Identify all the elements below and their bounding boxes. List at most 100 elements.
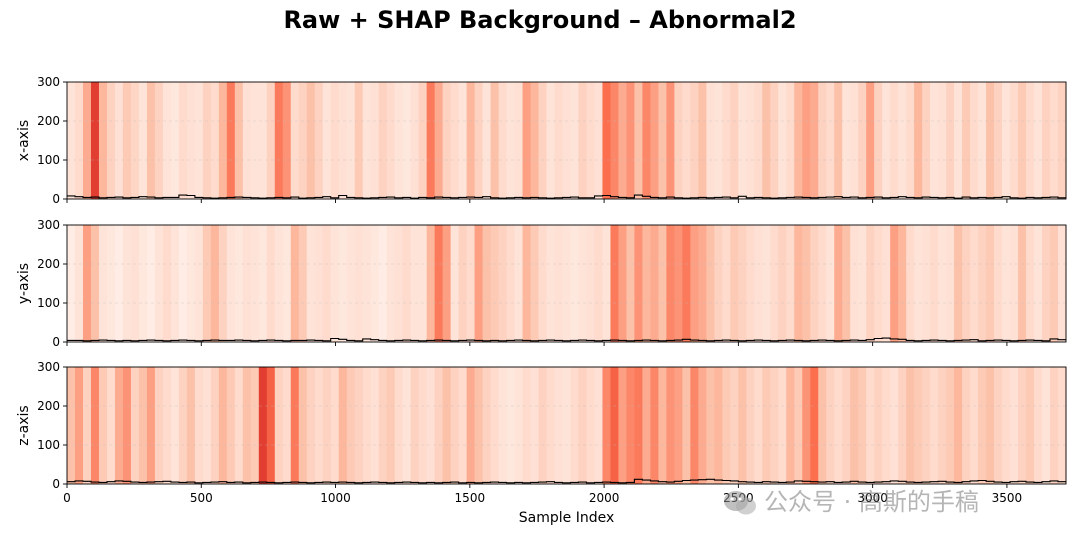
shap-cell xyxy=(690,82,699,199)
shap-cell xyxy=(218,367,228,484)
shap-cell xyxy=(266,82,276,199)
shap-cell xyxy=(250,367,260,484)
shap-cell xyxy=(482,225,492,342)
shap-cell xyxy=(194,367,204,484)
raw-signal-line xyxy=(67,337,1066,342)
shap-cell xyxy=(938,367,947,484)
shap-cell xyxy=(890,367,899,484)
shap-cell xyxy=(666,367,675,484)
shap-cell xyxy=(994,82,1003,199)
shap-cell xyxy=(674,367,683,484)
shap-cell xyxy=(690,367,699,484)
shap-cell xyxy=(1018,367,1027,484)
shap-cell xyxy=(442,367,452,484)
shap-cell xyxy=(322,225,332,342)
shap-cell xyxy=(402,367,412,484)
shap-cell xyxy=(346,225,356,342)
shap-cell xyxy=(322,367,332,484)
shap-cell xyxy=(282,367,292,484)
shap-cell xyxy=(626,225,636,342)
shap-cell xyxy=(378,225,388,342)
shap-cell xyxy=(946,225,955,342)
shap-cell xyxy=(978,82,987,199)
shap-cell xyxy=(922,367,931,484)
shap-cell xyxy=(642,82,652,199)
shap-cell xyxy=(82,82,92,199)
shap-cell xyxy=(234,82,244,199)
shap-cell xyxy=(418,367,428,484)
shap-cell xyxy=(210,82,220,199)
shap-cell xyxy=(530,225,540,342)
shap-cell xyxy=(514,82,524,199)
shap-cell xyxy=(794,82,803,199)
shap-cell xyxy=(162,82,172,199)
shap-cell xyxy=(354,225,364,342)
shap-cell xyxy=(682,225,691,342)
shap-cell xyxy=(418,225,428,342)
shap-cell xyxy=(1018,82,1027,199)
shap-cell xyxy=(882,225,891,342)
shap-cell xyxy=(762,82,771,199)
shap-cell xyxy=(786,367,795,484)
shap-cell xyxy=(858,82,867,199)
shap-cell xyxy=(298,367,308,484)
shap-cell xyxy=(978,225,987,342)
y-tick-label: 200 xyxy=(37,257,60,271)
shap-cell xyxy=(634,225,644,342)
shap-cell xyxy=(562,82,572,199)
shap-cell xyxy=(450,367,460,484)
y-tick-label: 0 xyxy=(52,192,60,206)
shap-cell xyxy=(498,82,508,199)
shap-cell xyxy=(98,367,108,484)
shap-cell xyxy=(298,225,308,342)
shap-cell xyxy=(746,367,755,484)
shap-cell xyxy=(154,225,164,342)
shap-cell xyxy=(554,225,564,342)
shap-cell xyxy=(578,82,588,199)
shap-cell xyxy=(466,82,476,199)
shap-cell xyxy=(1042,82,1051,199)
shap-cell xyxy=(146,225,156,342)
shap-cell xyxy=(898,367,907,484)
shap-cell xyxy=(562,367,572,484)
y-tick-label: 100 xyxy=(37,438,60,452)
shap-cell xyxy=(722,82,731,199)
shap-cell xyxy=(946,367,955,484)
shap-cell xyxy=(930,367,939,484)
shap-cell xyxy=(490,82,500,199)
shap-cell xyxy=(682,367,691,484)
shap-cell xyxy=(970,225,979,342)
shap-cell xyxy=(650,367,660,484)
shap-cell xyxy=(546,225,556,342)
shap-cell xyxy=(426,367,436,484)
shap-cell xyxy=(1050,82,1059,199)
shap-cell xyxy=(538,367,548,484)
watermark: 公众号 · 高斯的手稿 xyxy=(722,482,979,517)
shap-cell xyxy=(130,82,140,199)
shap-cell xyxy=(394,82,404,199)
shap-cell xyxy=(754,82,763,199)
shap-cell xyxy=(514,225,524,342)
shap-cell xyxy=(794,367,803,484)
shap-cell xyxy=(154,82,164,199)
shap-cell xyxy=(434,367,444,484)
shap-cell xyxy=(338,225,348,342)
panel-frame xyxy=(66,81,1067,200)
shap-cell xyxy=(1042,367,1051,484)
shap-cell xyxy=(338,367,348,484)
shap-cell xyxy=(226,225,236,342)
shap-cell xyxy=(722,225,731,342)
shap-cell xyxy=(362,82,372,199)
shap-cell xyxy=(746,225,755,342)
wechat-icon xyxy=(724,491,756,515)
shap-cell xyxy=(570,367,580,484)
shap-cell xyxy=(106,82,116,199)
shap-cell xyxy=(778,225,787,342)
shap-cell xyxy=(594,225,604,342)
shap-cell xyxy=(874,225,883,342)
shap-cell xyxy=(922,225,931,342)
shap-cell xyxy=(842,367,851,484)
shap-cell xyxy=(626,367,636,484)
shap-cell xyxy=(754,367,763,484)
